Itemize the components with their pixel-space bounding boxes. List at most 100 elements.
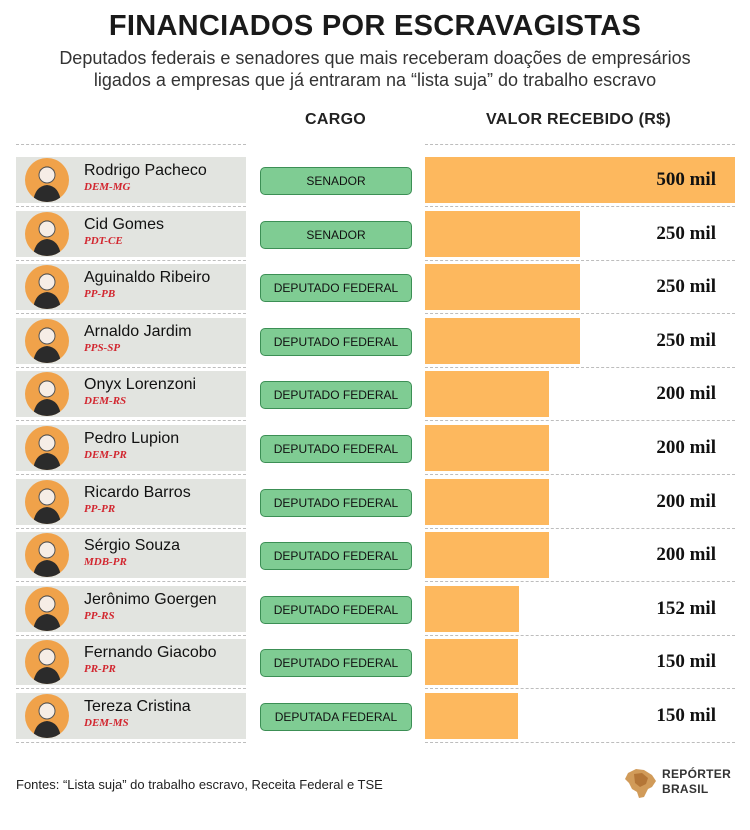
party-label: PP-PB xyxy=(84,288,116,300)
avatar xyxy=(25,426,69,470)
name-cell: Arnaldo Jardim PPS-SP xyxy=(16,318,246,364)
cargo-badge: SENADOR xyxy=(260,167,412,195)
value-label: 250 mil xyxy=(656,276,716,297)
politician-name: Arnaldo Jardim xyxy=(84,323,192,340)
value-bar xyxy=(425,371,549,417)
value-label: 200 mil xyxy=(656,491,716,512)
name-cell: Tereza Cristina DEM-MS xyxy=(16,693,246,739)
politician-name: Cid Gomes xyxy=(84,216,165,233)
value-label: 200 mil xyxy=(656,383,716,404)
value-label: 150 mil xyxy=(656,705,716,726)
divider-values xyxy=(425,144,735,145)
politician-name: Tereza Cristina xyxy=(84,698,191,715)
sources-note: Fontes: “Lista suja” do trabalho escravo… xyxy=(16,777,383,792)
avatar xyxy=(25,319,69,363)
avatar xyxy=(25,640,69,684)
table-row: Ricardo Barros PP-PR DEPUTADO FEDERAL 200 m… xyxy=(0,479,750,529)
value-bar xyxy=(425,532,549,578)
avatar xyxy=(25,533,69,577)
row-divider xyxy=(16,206,246,207)
value-bar xyxy=(425,425,549,471)
row-divider xyxy=(16,420,246,421)
value-bar xyxy=(425,639,518,685)
table-row: Sérgio Souza MDB-PR DEPUTADO FEDERAL 200 mi… xyxy=(0,532,750,582)
avatar xyxy=(25,265,69,309)
party-label: PDT-CE xyxy=(84,235,123,247)
logo-line-1: REPÓRTER xyxy=(662,767,732,781)
party-label: DEM-RS xyxy=(84,395,127,407)
avatar xyxy=(25,694,69,738)
name-cell: Cid Gomes PDT-CE xyxy=(16,211,246,257)
row-divider xyxy=(16,635,246,636)
reporter-brasil-logo: REPÓRTER BRASIL xyxy=(622,765,732,801)
table-row: Cid Gomes PDT-CE SENADOR 250 mil xyxy=(0,211,750,261)
row-divider xyxy=(16,313,246,314)
avatar xyxy=(25,480,69,524)
row-divider xyxy=(16,367,246,368)
value-label: 152 mil xyxy=(656,598,716,619)
avatar xyxy=(25,212,69,256)
value-bar xyxy=(425,693,518,739)
row-divider xyxy=(425,420,735,421)
politician-name: Onyx Lorenzoni xyxy=(84,376,197,393)
party-label: PP-RS xyxy=(84,610,115,622)
cargo-badge: DEPUTADO FEDERAL xyxy=(260,649,412,677)
value-label: 250 mil xyxy=(656,223,716,244)
row-divider xyxy=(425,313,735,314)
politician-name: Jerônimo Goergen xyxy=(84,591,217,608)
name-cell: Sérgio Souza MDB-PR xyxy=(16,532,246,578)
cargo-badge: DEPUTADO FEDERAL xyxy=(260,596,412,624)
value-label: 150 mil xyxy=(656,651,716,672)
name-cell: Onyx Lorenzoni DEM-RS xyxy=(16,371,246,417)
chart-subtitle: Deputados federais e senadores que mais … xyxy=(20,47,730,91)
row-divider xyxy=(425,635,735,636)
avatar xyxy=(25,587,69,631)
row-divider xyxy=(16,688,246,689)
value-bar xyxy=(425,264,580,310)
chart-title: FINANCIADOS POR ESCRAVAGISTAS xyxy=(108,10,642,42)
table-row: Rodrigo Pacheco DEM-MG SENADOR 500 mil xyxy=(0,157,750,207)
subtitle-line-2: ligados a empresas que já entraram na “l… xyxy=(93,70,657,90)
avatar xyxy=(25,372,69,416)
cargo-badge: DEPUTADO FEDERAL xyxy=(260,274,412,302)
name-cell: Fernando Giacobo PR-PR xyxy=(16,639,246,685)
row-divider xyxy=(425,260,735,261)
value-label: 200 mil xyxy=(656,437,716,458)
name-cell: Pedro Lupion DEM-PR xyxy=(16,425,246,471)
cargo-badge: DEPUTADO FEDERAL xyxy=(260,328,412,356)
name-cell: Rodrigo Pacheco DEM-MG xyxy=(16,157,246,203)
politician-name: Ricardo Barros xyxy=(84,484,191,501)
table-row: Fernando Giacobo PR-PR DEPUTADO FEDERAL 150… xyxy=(0,639,750,689)
row-divider xyxy=(16,260,246,261)
party-label: MDB-PR xyxy=(84,556,127,568)
value-bar xyxy=(425,479,549,525)
value-bar xyxy=(425,586,519,632)
party-label: PPS-SP xyxy=(84,342,121,354)
politician-name: Sérgio Souza xyxy=(84,537,181,554)
politician-name: Aguinaldo Ribeiro xyxy=(84,269,211,286)
column-header-cargo: CARGO xyxy=(305,111,367,128)
brazil-map-icon xyxy=(625,769,656,798)
row-divider xyxy=(425,206,735,207)
avatar xyxy=(25,158,69,202)
name-cell: Aguinaldo Ribeiro PP-PB xyxy=(16,264,246,310)
row-divider xyxy=(425,581,735,582)
table-row: Pedro Lupion DEM-PR DEPUTADO FEDERAL 200 mi… xyxy=(0,425,750,475)
row-divider xyxy=(425,688,735,689)
table-row: Aguinaldo Ribeiro PP-PB DEPUTADO FEDERAL 25… xyxy=(0,264,750,314)
cargo-badge: DEPUTADO FEDERAL xyxy=(260,381,412,409)
row-divider xyxy=(16,474,246,475)
column-header-valor: VALOR RECEBIDO (R$) xyxy=(486,111,671,128)
cargo-badge: DEPUTADO FEDERAL xyxy=(260,435,412,463)
table-row: Onyx Lorenzoni DEM-RS DEPUTADO FEDERAL 200 … xyxy=(0,371,750,421)
row-divider xyxy=(16,581,246,582)
name-cell: Ricardo Barros PP-PR xyxy=(16,479,246,525)
row-divider xyxy=(425,474,735,475)
subtitle-line-1: Deputados federais e senadores que mais … xyxy=(59,48,691,68)
row-divider xyxy=(16,528,246,529)
value-bar xyxy=(425,211,580,257)
table-row: Arnaldo Jardim PPS-SP DEPUTADO FEDERAL 250 … xyxy=(0,318,750,368)
value-label: 250 mil xyxy=(656,330,716,351)
value-bar xyxy=(425,157,735,203)
row-divider xyxy=(425,528,735,529)
